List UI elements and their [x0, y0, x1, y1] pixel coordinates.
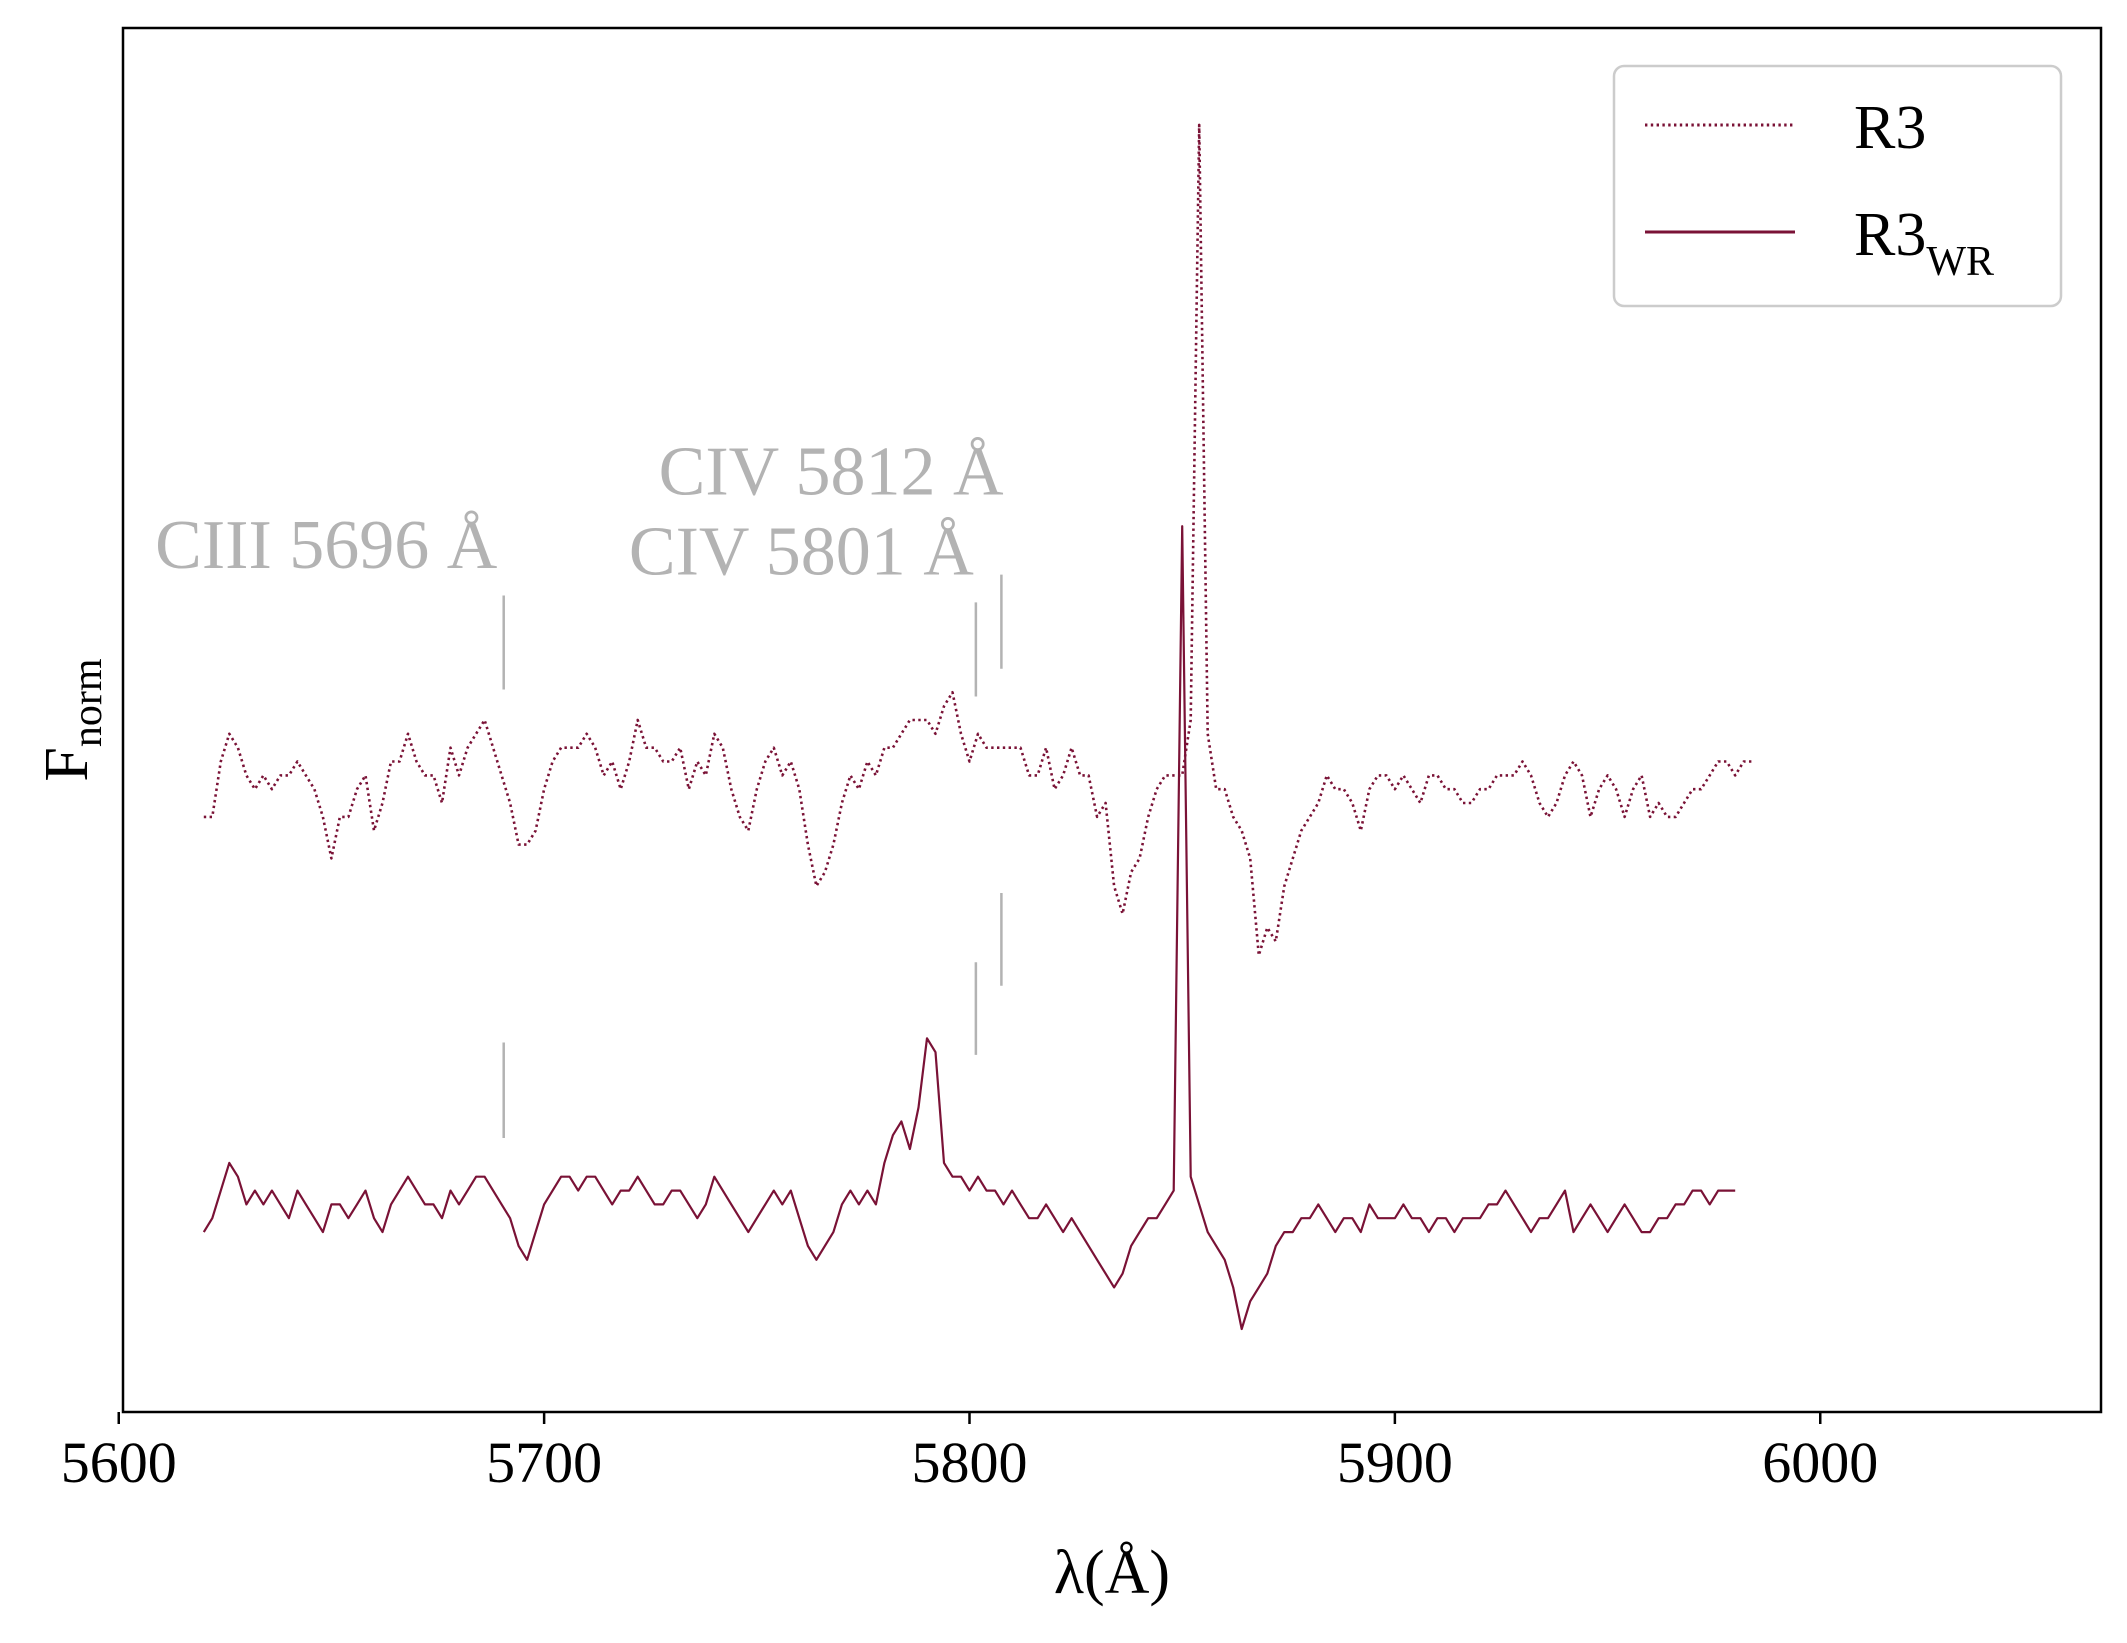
- legend-label-r3wr-subscript: WR: [1926, 239, 1994, 285]
- x-tick-label-5600: 5600: [61, 1430, 177, 1495]
- spectrum-series: [202, 123, 1753, 1331]
- legend-label-r3wr-main: R3: [1854, 201, 1926, 269]
- annotation-civ-5812-label: CIV 5812 Å: [659, 433, 1004, 510]
- plot-frame: [121, 26, 2103, 1414]
- legend-label-r3wr: R3WR: [1854, 201, 1994, 285]
- legend-label-r3: R3: [1854, 94, 1926, 162]
- legend-box: [1612, 64, 2063, 308]
- x-tick-label-5700: 5700: [486, 1430, 602, 1495]
- y-axis-title-main: F: [33, 747, 101, 781]
- legend-label-r3-main: R3: [1854, 94, 1926, 162]
- y-axis-title-subscript: norm: [65, 658, 111, 747]
- annotation-civ-5801-label: CIV 5801 Å: [629, 514, 974, 591]
- x-axis-title: λ(Å): [1054, 1539, 1170, 1607]
- series-line-r3: [203, 123, 1753, 957]
- y-axis-title: Fnorm: [33, 658, 111, 781]
- legend: R3 R3WR: [1612, 64, 2063, 308]
- x-tick-label-6000: 6000: [1762, 1430, 1878, 1495]
- x-tick-label-5900: 5900: [1337, 1430, 1453, 1495]
- annotation-ciii-5696-label: CIII 5696 Å: [155, 507, 498, 584]
- x-axis: 5600 5700 5800 5900 6000: [61, 1412, 1878, 1495]
- series-line-r3wr: [202, 525, 1736, 1331]
- x-tick-label-5800: 5800: [911, 1430, 1027, 1495]
